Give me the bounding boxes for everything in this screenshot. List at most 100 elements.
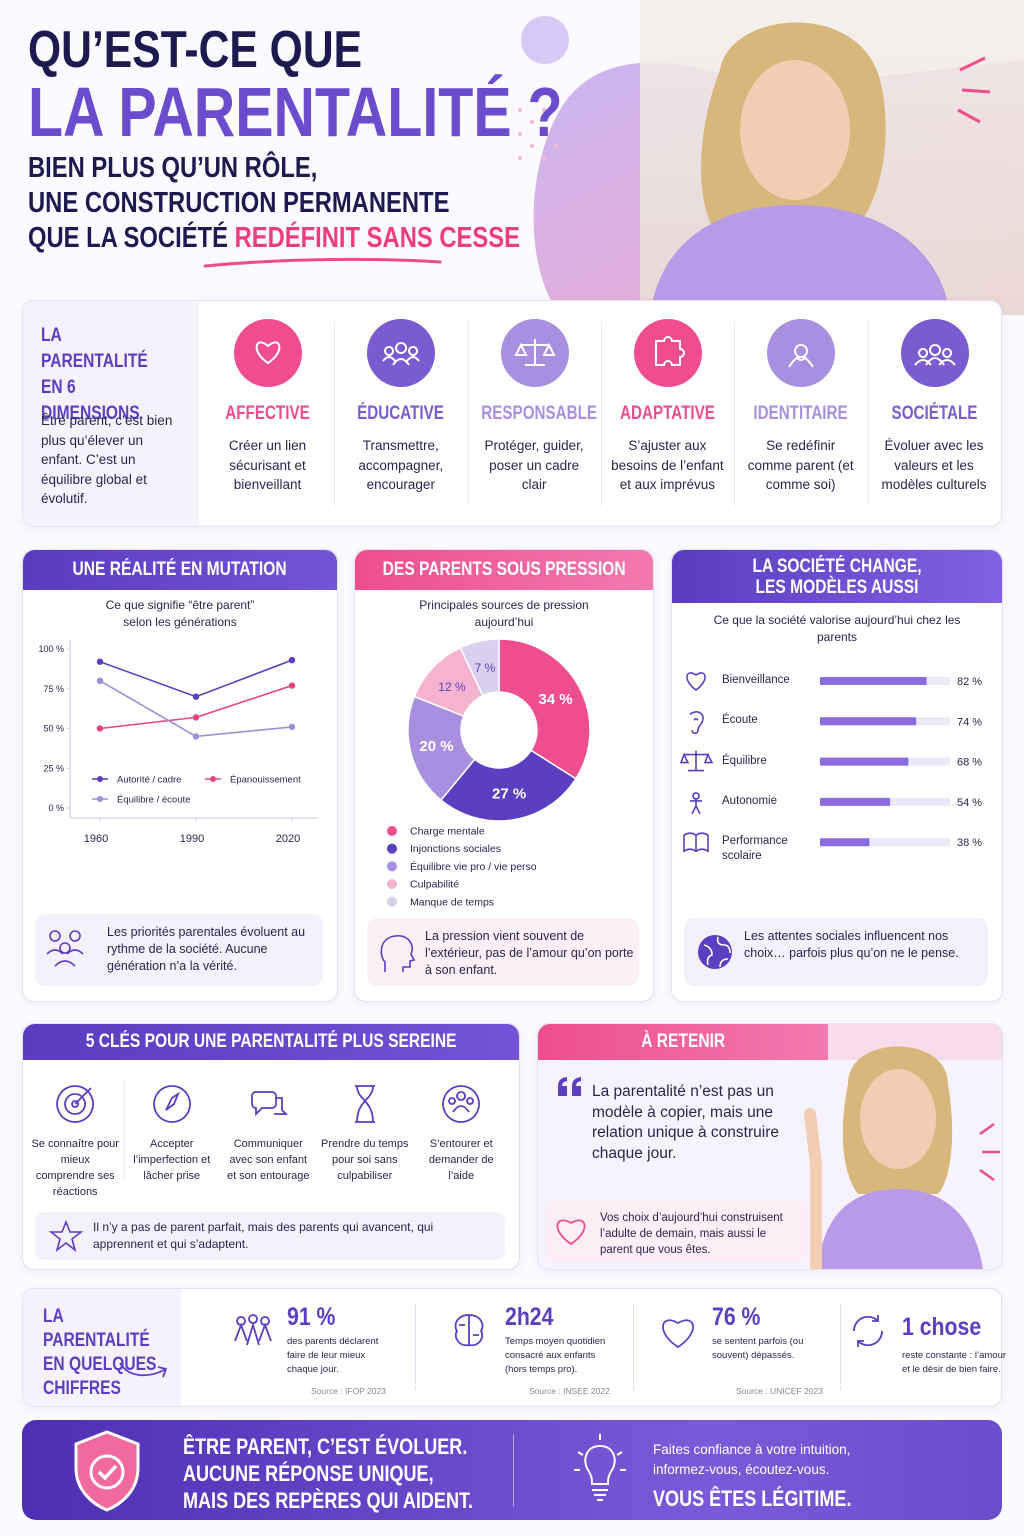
subtitle-line2: UNE CONSTRUCTION PERMANENTE [28, 187, 450, 219]
figures-title: LA PARENTALITÉ EN QUELQUES CHIFFRES [43, 1306, 157, 1399]
bar-subtitle: Ce que la société valorise aujourd’hui c… [713, 613, 961, 644]
key-icon [354, 1085, 375, 1123]
key-icon [56, 1085, 95, 1123]
icon-glyph [382, 342, 421, 366]
dimension-icon [633, 319, 702, 387]
underline [203, 257, 442, 268]
subtitle-highlight: REDÉFINIT SANS CESSE [234, 222, 520, 254]
dimension-text: S’ajuster aux besoins de l’enfant et aux… [611, 438, 724, 492]
keys-title: 5 CLÉS POUR UNE PARENTALITÉ PLUS SEREINE [85, 1031, 457, 1052]
bar-category-label: Écoute [722, 714, 758, 727]
line-card: UNE RÉALITÉ EN MUTATION Ce que signifie … [22, 549, 338, 1002]
dimension-label: RESPONSABLE [480, 403, 597, 424]
figure-source: Source : INSEE 2022 [529, 1386, 610, 1396]
icon-circle [234, 319, 302, 387]
title-line2: LA PARENTALITÉ ? [28, 73, 563, 151]
hoodie [650, 205, 950, 315]
figure-icon [662, 1319, 694, 1349]
figure-glyph [662, 1319, 694, 1349]
figure-text: se sentent parfois (ou souvent) dépassés… [712, 1336, 804, 1361]
subtitle-text: QUE LA SOCIÉTÉ [28, 222, 228, 254]
figure-icon [853, 1315, 883, 1347]
figure-text: reste constante : l’amour et le désir de… [902, 1350, 1007, 1375]
bar-category-label: Bienveillance [722, 674, 790, 686]
figure-icon [234, 1314, 272, 1346]
icon-glyph [788, 344, 815, 368]
face [740, 60, 850, 200]
deco-dots [518, 108, 558, 160]
figure-value: 2h24 [505, 1303, 554, 1331]
bar-category-label: Performance scolaire [722, 835, 788, 863]
icon-circle [900, 319, 969, 387]
keys-list: Se connaître pour mieux comprendre ses r… [23, 1064, 519, 1214]
dimension-text: Créer un lien sécurisant et bienveillant [228, 438, 307, 492]
bar-note: Les attentes sociales influencent nos ch… [744, 929, 959, 960]
dimension-text: Protéger, guider, poser un cadre clair [484, 438, 584, 492]
key-text: Accepter l’imperfection et lâcher prise [133, 1138, 211, 1182]
bar-category-label: Équilibre [722, 754, 767, 767]
dimensions-intro: Être parent, c’est bien plus qu’élever u… [41, 413, 173, 506]
bar-card: LA SOCIÉTÉ CHANGE, LES MODÈLES AUSSI Ce … [671, 549, 1003, 1002]
dimension-label: IDENTITAIRE [753, 403, 848, 424]
dimension-text: Transmettre, accompagner, encourager [358, 438, 444, 492]
subtitle-line1: BIEN PLUS QU’UN RÔLE, [28, 152, 318, 184]
footer-line2: AUCUNE RÉPONSE UNIQUE, [183, 1461, 434, 1486]
retenir-note: Vos choix d’aujourd’hui construisent l’a… [600, 1212, 783, 1256]
footer-advice: Faites confiance à votre intuition, info… [653, 1442, 851, 1477]
keys-note-box: Il n’y a pas de parent parfait, mais des… [35, 1212, 505, 1260]
globe-icon [698, 935, 732, 969]
dimensions-list: AFFECTIVE Créer un lien sécurisant et bie… [201, 301, 1001, 526]
dimension-icon [500, 319, 569, 387]
figures-side [23, 1289, 181, 1406]
retenir-card: À RETENIR La parentalité n’est pas un mo… [537, 1023, 1003, 1270]
key-glyph [354, 1085, 375, 1123]
people-icon [46, 930, 84, 967]
bar-category-label: Autonomie [722, 794, 777, 807]
line-note: Les priorités parentales évoluent au ryt… [107, 925, 306, 973]
pie-subtitle: Principales sources de pression aujourd’… [419, 598, 589, 629]
quote-mark [558, 1077, 581, 1096]
line-card-header: UNE RÉALITÉ EN MUTATION [23, 550, 337, 590]
figure-text: des parents déclarent faire de leur mieu… [287, 1336, 379, 1375]
pie-card: DES PARENTS SOUS PRESSION Principales so… [354, 549, 654, 1002]
bulb-icon [574, 1434, 626, 1501]
separator [734, 321, 736, 506]
figure-text: Temps moyen quotidien consacré aux enfan… [505, 1336, 606, 1375]
line-title: UNE RÉALITÉ EN MUTATION [72, 559, 288, 580]
icon-circle [767, 319, 836, 387]
key-text: S’entourer et demander de l’aide [428, 1138, 494, 1182]
figure-source: Source : IFOP 2023 [311, 1386, 386, 1396]
dimension-label: SOCIÉTALE [891, 403, 977, 424]
key-text: Communiquer avec son enfant et son entou… [226, 1138, 310, 1182]
pie-title: DES PARENTS SOUS PRESSION [382, 559, 626, 580]
figure-icon [454, 1314, 484, 1347]
arrow-deco [119, 1362, 168, 1378]
separator [600, 321, 602, 506]
dimension-label: ÉDUCATIVE [357, 403, 445, 424]
shield-icon [74, 1430, 140, 1512]
icon-glyph [654, 336, 685, 366]
key-glyph [152, 1085, 191, 1123]
separator [334, 321, 336, 506]
deco-lines [957, 56, 991, 124]
line-subtitle: Ce que signifie “être parent” selon les … [105, 598, 255, 629]
dimension-icon [367, 319, 436, 387]
figure-glyph [853, 1315, 883, 1347]
retenir-quote: La parentalité n’est pas un modèle à cop… [592, 1083, 779, 1162]
dimension-icon [767, 319, 836, 387]
figure-glyph [234, 1314, 272, 1346]
dimension-label: ADAPTATIVE [619, 403, 715, 424]
key-text: Prendre du temps pour soi sans culpabili… [321, 1138, 409, 1182]
retenir-title: À RETENIR [641, 1031, 725, 1052]
separator [867, 321, 869, 506]
bar-card-header: LA SOCIÉTÉ CHANGE, LES MODÈLES AUSSI [672, 550, 1002, 603]
separator [633, 1305, 634, 1390]
key-glyph [56, 1085, 95, 1123]
figure-value: 1 chose [902, 1313, 982, 1341]
title-line1: QU’EST-CE QUE [28, 21, 363, 79]
footer: ÊTRE PARENT, C’EST ÉVOLUER. AUCUNE RÉPON… [22, 1420, 1002, 1520]
bar-title: LA SOCIÉTÉ CHANGE, LES MODÈLES AUSSI [752, 556, 922, 598]
dimension-label: AFFECTIVE [225, 403, 310, 424]
header-art [203, 0, 1024, 315]
